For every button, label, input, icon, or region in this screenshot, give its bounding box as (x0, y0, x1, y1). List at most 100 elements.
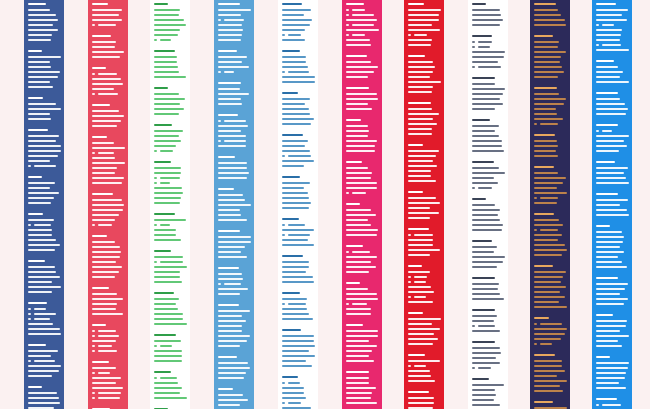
text-line (408, 113, 439, 115)
text-line (534, 202, 557, 204)
text-line (408, 61, 433, 63)
text-bullet-mark (282, 234, 285, 236)
text-heading-line (282, 255, 303, 257)
text-line (408, 343, 433, 345)
text-line (408, 155, 436, 157)
text-line (346, 335, 378, 337)
text-heading-line (534, 166, 554, 168)
text-line (346, 214, 376, 216)
text-line (282, 229, 314, 231)
text-line (472, 251, 494, 253)
text-heading-line (154, 334, 176, 336)
text-line (92, 276, 115, 278)
text-line (218, 204, 251, 206)
text-line (534, 61, 560, 63)
text-line (408, 160, 433, 162)
text-line (596, 320, 627, 322)
text-line (282, 14, 304, 16)
text-bullet-mark (154, 224, 157, 226)
text-line (288, 382, 300, 384)
text-line (92, 9, 122, 11)
text-bullet-mark (92, 345, 95, 347)
text-line (472, 394, 496, 396)
text-line (602, 24, 614, 26)
text-line (408, 254, 430, 256)
text-line (478, 187, 492, 189)
text-heading-line (218, 388, 233, 390)
text-bullet-mark (92, 152, 95, 154)
text-line (282, 350, 309, 352)
text-bullet-mark (28, 224, 31, 226)
text-line (160, 377, 177, 379)
text-heading-line (92, 67, 106, 69)
text-heading-line (92, 287, 109, 289)
text-line (218, 325, 242, 327)
text-line (346, 182, 377, 184)
text-line (596, 113, 626, 115)
text-line (154, 71, 179, 73)
text-line (596, 298, 628, 300)
text-bullet-mark (408, 296, 411, 298)
text-line (218, 399, 248, 401)
text-line (472, 130, 495, 132)
text-line (92, 120, 121, 122)
text-line (472, 9, 500, 11)
text-line (224, 283, 241, 285)
text-line (534, 296, 565, 298)
text-line (34, 313, 56, 315)
text-line (218, 241, 251, 243)
text-line (28, 365, 61, 367)
text-heading-line (218, 156, 235, 158)
text-line (534, 338, 561, 340)
text-bullet-mark (218, 120, 221, 122)
text-line (28, 266, 55, 268)
text-line (346, 397, 371, 399)
text-heading-line (28, 386, 42, 388)
text-bullet-mark (472, 325, 475, 327)
text-line (28, 402, 60, 404)
text-line (596, 256, 618, 258)
text-line (92, 204, 124, 206)
text-line (596, 246, 620, 248)
text-line (282, 9, 311, 11)
text-line (154, 350, 182, 352)
text-line (540, 323, 562, 325)
text-line (408, 301, 433, 303)
text-line (596, 345, 622, 347)
text-line (92, 313, 123, 315)
text-line (596, 325, 626, 327)
text-line (408, 81, 441, 83)
text-line (282, 365, 312, 367)
text-bullet-mark (92, 93, 95, 95)
text-line (34, 308, 46, 310)
text-bullet-mark (154, 261, 157, 263)
text-line (28, 150, 61, 152)
text-line (472, 357, 496, 359)
text-line (92, 147, 125, 149)
text-line (352, 303, 367, 305)
text-heading-line (472, 277, 495, 279)
text-line (472, 404, 500, 406)
text-line (282, 56, 306, 58)
text-line (346, 219, 368, 221)
text-line (282, 103, 305, 105)
text-line (534, 187, 557, 189)
text-line (92, 377, 121, 379)
text-line (346, 256, 377, 258)
text-bullet-mark (346, 251, 349, 253)
text-heading-line (92, 136, 107, 138)
text-line (596, 204, 620, 206)
text-bullet-mark (282, 303, 285, 305)
text-line (534, 224, 563, 226)
text-line (28, 103, 56, 105)
text-heading-line (596, 277, 618, 279)
text-line (534, 385, 560, 387)
text-line (154, 271, 180, 273)
text-line (218, 135, 246, 137)
text-line (92, 142, 114, 144)
text-line (28, 333, 61, 335)
text-line (160, 345, 172, 347)
text-line (408, 333, 434, 335)
text-heading-line (408, 312, 423, 314)
